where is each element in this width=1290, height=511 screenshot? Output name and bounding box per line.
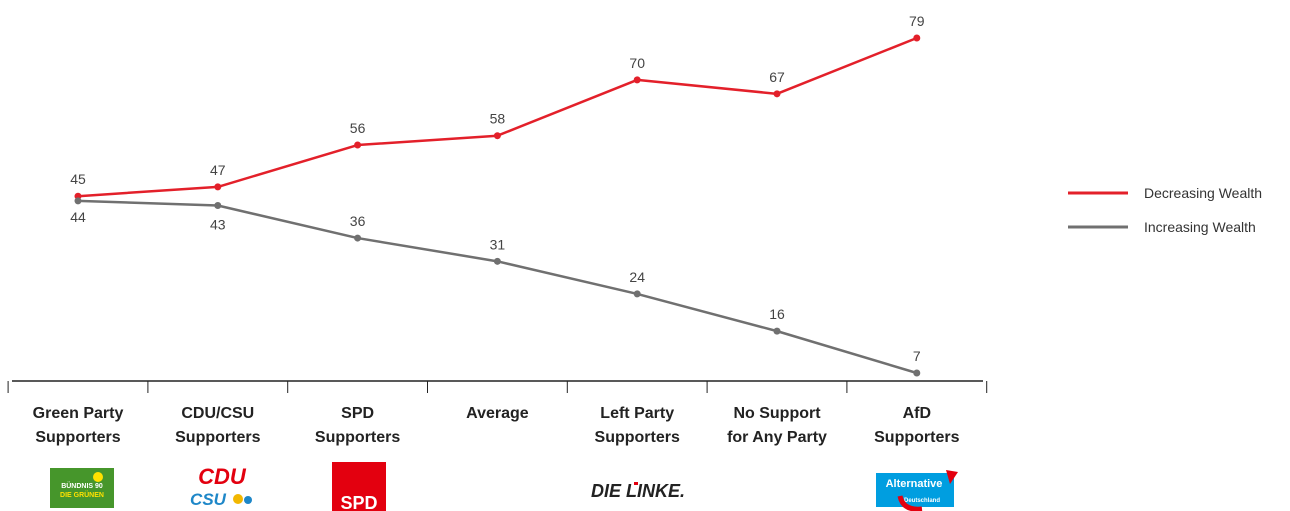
data-point [214, 183, 222, 191]
data-point [633, 290, 641, 298]
spd-logo: SPD [332, 462, 386, 511]
category-label: AfD Supporters [874, 405, 959, 446]
data-point [773, 90, 781, 98]
data-label: 16 [769, 306, 785, 322]
series-line-increasing-wealth [77, 199, 918, 375]
data-label: 24 [629, 269, 645, 285]
green-party-logo: BÜNDNIS 90 DIE GRÜNEN [50, 468, 114, 508]
data-label: 7 [913, 348, 921, 364]
svg-text:Alternative: Alternative [886, 478, 943, 490]
legend-label: Increasing Wealth [1144, 219, 1256, 235]
data-point [633, 76, 641, 84]
data-point [354, 234, 362, 242]
data-label: 36 [350, 213, 366, 229]
data-point [493, 132, 501, 140]
svg-text:CDU: CDU [198, 464, 247, 489]
value-labels: 45 47 56 58 70 67 79 44 43 36 31 24 16 7 [70, 13, 925, 364]
die-linke-logo: DIE LINKE. [591, 481, 685, 501]
category-labels: Green Party Supporters CDU/CSU Supporters SP… [33, 405, 960, 446]
series-layer [74, 34, 921, 377]
x-axis [7, 380, 988, 393]
svg-text:BÜNDNIS 90: BÜNDNIS 90 [61, 481, 103, 490]
data-label: 43 [210, 217, 226, 233]
svg-text:CSU: CSU [190, 490, 227, 509]
category-label: CDU/CSU Supporters [175, 405, 260, 446]
afd-logo: Alternative Deutschland [876, 470, 958, 511]
data-label: 31 [490, 236, 506, 252]
category-label: Green Party Supporters [33, 405, 124, 446]
data-point [493, 257, 501, 265]
legend: Decreasing Wealth Increasing Wealth [1068, 185, 1262, 235]
data-label: 47 [210, 162, 226, 178]
category-label: SPD Supporters [315, 405, 400, 446]
svg-text:DIE GRÜNEN: DIE GRÜNEN [60, 490, 104, 499]
category-label: Average [466, 405, 529, 422]
svg-text:Deutschland: Deutschland [904, 498, 940, 504]
svg-text:SPD: SPD [340, 493, 377, 511]
data-label: 58 [490, 111, 506, 127]
data-label: 44 [70, 209, 86, 225]
category-label: Left Party Supporters [595, 405, 680, 446]
data-point [214, 202, 222, 209]
cdu-csu-logo: CDU CSU [190, 464, 252, 509]
legend-label: Decreasing Wealth [1144, 185, 1262, 201]
data-point [773, 327, 781, 335]
category-label: No Support for Any Party [727, 405, 827, 446]
data-label: 56 [350, 120, 366, 136]
data-label: 45 [70, 171, 86, 187]
data-label: 70 [629, 55, 645, 71]
data-point [354, 141, 362, 149]
data-label: 79 [909, 13, 925, 29]
svg-text:DIE LINKE.: DIE LINKE. [591, 481, 685, 501]
data-label: 67 [769, 69, 785, 85]
data-point [913, 34, 921, 42]
data-point [913, 369, 921, 377]
data-point [74, 197, 82, 205]
